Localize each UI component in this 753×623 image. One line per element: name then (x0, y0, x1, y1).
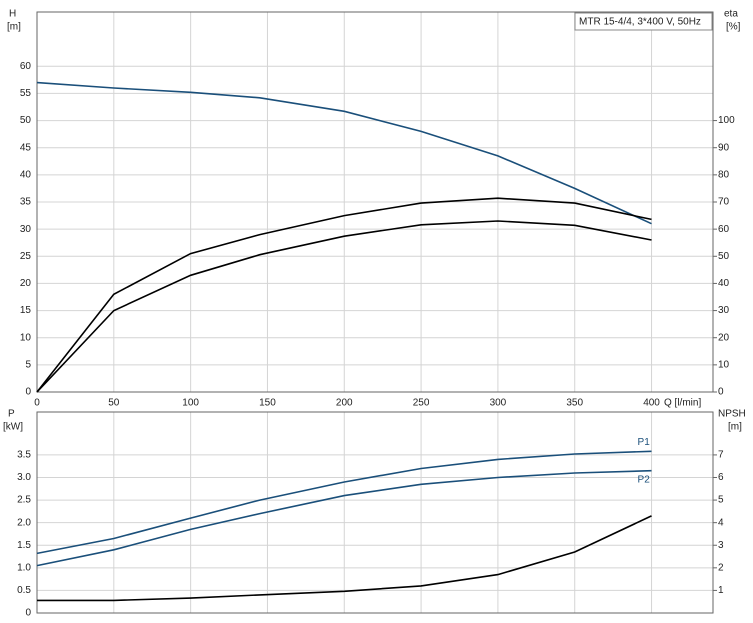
y2-tick-label: 70 (718, 197, 730, 208)
y2-tick-label: 2 (718, 562, 724, 573)
y-tick-label: 5 (25, 359, 31, 370)
curve (36, 81, 652, 225)
y-tick-label: 40 (20, 169, 32, 180)
curve (36, 197, 652, 393)
y2-tick-label: 3 (718, 540, 724, 551)
y-tick-label: 45 (20, 142, 32, 153)
y-axis-label: P (8, 409, 15, 420)
y-axis-label: H (9, 9, 16, 20)
plot-frame (36, 411, 714, 614)
x-tick-label: 50 (108, 398, 120, 409)
y2-tick-label: 7 (718, 450, 724, 461)
y2-axis-unit: [%] (726, 22, 741, 33)
y-axis-unit: [m] (7, 22, 21, 33)
y2-tick-label: 0 (718, 387, 724, 398)
y-tick-label: 3.0 (17, 472, 31, 483)
y2-tick-label: 1 (718, 585, 724, 596)
title-box (574, 12, 713, 31)
x-tick-label: 300 (490, 398, 507, 409)
y-tick-label: 30 (20, 224, 32, 235)
x-tick-label: 100 (182, 398, 199, 409)
y-tick-label: 2.0 (17, 517, 31, 528)
y2-tick-label: 30 (718, 305, 730, 316)
y-tick-label: 3.5 (17, 450, 31, 461)
y2-tick-label: 80 (718, 169, 730, 180)
y-tick-label: 1.5 (17, 540, 31, 551)
y-tick-label: 50 (20, 115, 32, 126)
y-tick-label: 2.5 (17, 495, 31, 506)
x-tick-label: 400 (643, 398, 660, 409)
y2-axis-label: NPSH (718, 409, 746, 420)
y-tick-label: 25 (20, 251, 32, 262)
y-tick-label: 15 (20, 305, 32, 316)
curve (36, 220, 652, 393)
x-tick-label: 200 (336, 398, 353, 409)
curve (36, 450, 652, 555)
y-tick-label: 1.0 (17, 562, 31, 573)
y2-tick-label: 6 (718, 472, 724, 483)
y2-tick-label: 5 (718, 495, 724, 506)
x-tick-label: 150 (259, 398, 276, 409)
chart-title: MTR 15-4/4, 3*400 V, 50Hz (579, 17, 701, 28)
y-tick-label: 0 (25, 608, 31, 619)
y-tick-label: 0 (25, 387, 31, 398)
x-tick-label: 250 (413, 398, 430, 409)
y2-axis-label: eta (724, 9, 738, 20)
x-tick-label: 350 (566, 398, 583, 409)
x-tick-label: 0 (34, 398, 40, 409)
y2-tick-label: 60 (718, 224, 730, 235)
curve (36, 469, 652, 567)
y2-axis-unit: [m] (728, 422, 742, 433)
y-tick-label: 60 (20, 61, 32, 72)
series-label: P2 (638, 474, 651, 485)
y2-tick-label: 4 (718, 517, 724, 528)
y2-tick-label: 50 (718, 251, 730, 262)
y-tick-label: 55 (20, 88, 32, 99)
y2-tick-label: 90 (718, 142, 730, 153)
y2-tick-label: 10 (718, 359, 730, 370)
y2-tick-label: 20 (718, 332, 730, 343)
y2-tick-label: 40 (718, 278, 730, 289)
y-tick-label: 20 (20, 278, 32, 289)
y-axis-unit: [kW] (3, 422, 23, 433)
series-label: P1 (638, 437, 651, 448)
y-tick-label: 0.5 (17, 585, 31, 596)
y-tick-label: 10 (20, 332, 32, 343)
y2-tick-label: 100 (718, 115, 735, 126)
x-axis-label: Q [l/min] (664, 398, 701, 409)
y-tick-label: 35 (20, 197, 32, 208)
plot-frame (36, 11, 714, 393)
curve (37, 515, 652, 602)
